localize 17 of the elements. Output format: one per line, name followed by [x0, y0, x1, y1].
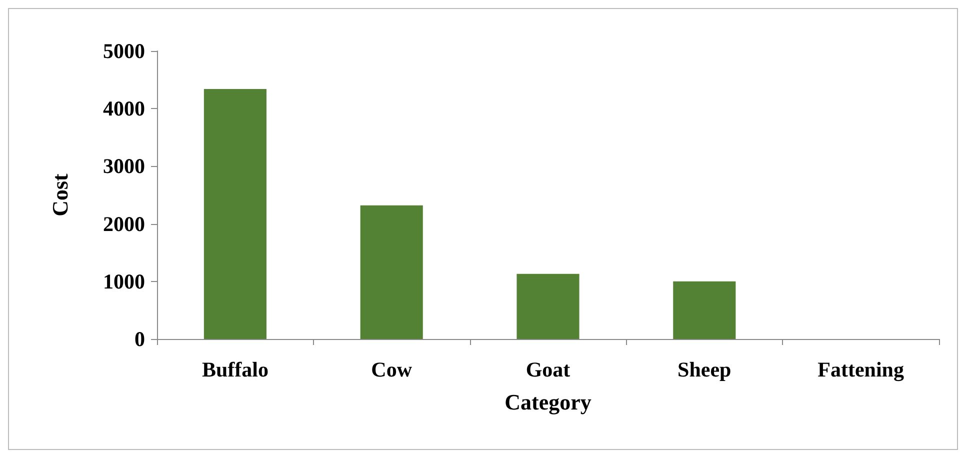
- y-tick-label: 4000: [103, 96, 145, 121]
- x-axis-title: Category: [504, 390, 592, 414]
- y-tick-label: 2000: [103, 212, 145, 236]
- y-axis-title: Cost: [48, 172, 72, 216]
- bar: [516, 274, 580, 339]
- y-tick-label: 0: [134, 327, 145, 351]
- x-tick-label: Cow: [371, 358, 413, 382]
- y-tick-label: 1000: [103, 269, 145, 294]
- x-tick-label: Fattening: [818, 358, 904, 382]
- bar: [204, 89, 266, 339]
- bar: [673, 281, 736, 339]
- bar: [360, 205, 423, 339]
- x-tick-label: Goat: [526, 358, 570, 382]
- x-tick-label: Buffalo: [202, 358, 268, 382]
- y-tick-label: 5000: [103, 39, 145, 63]
- x-tick-label: Sheep: [678, 358, 732, 382]
- y-tick-label: 3000: [103, 154, 145, 178]
